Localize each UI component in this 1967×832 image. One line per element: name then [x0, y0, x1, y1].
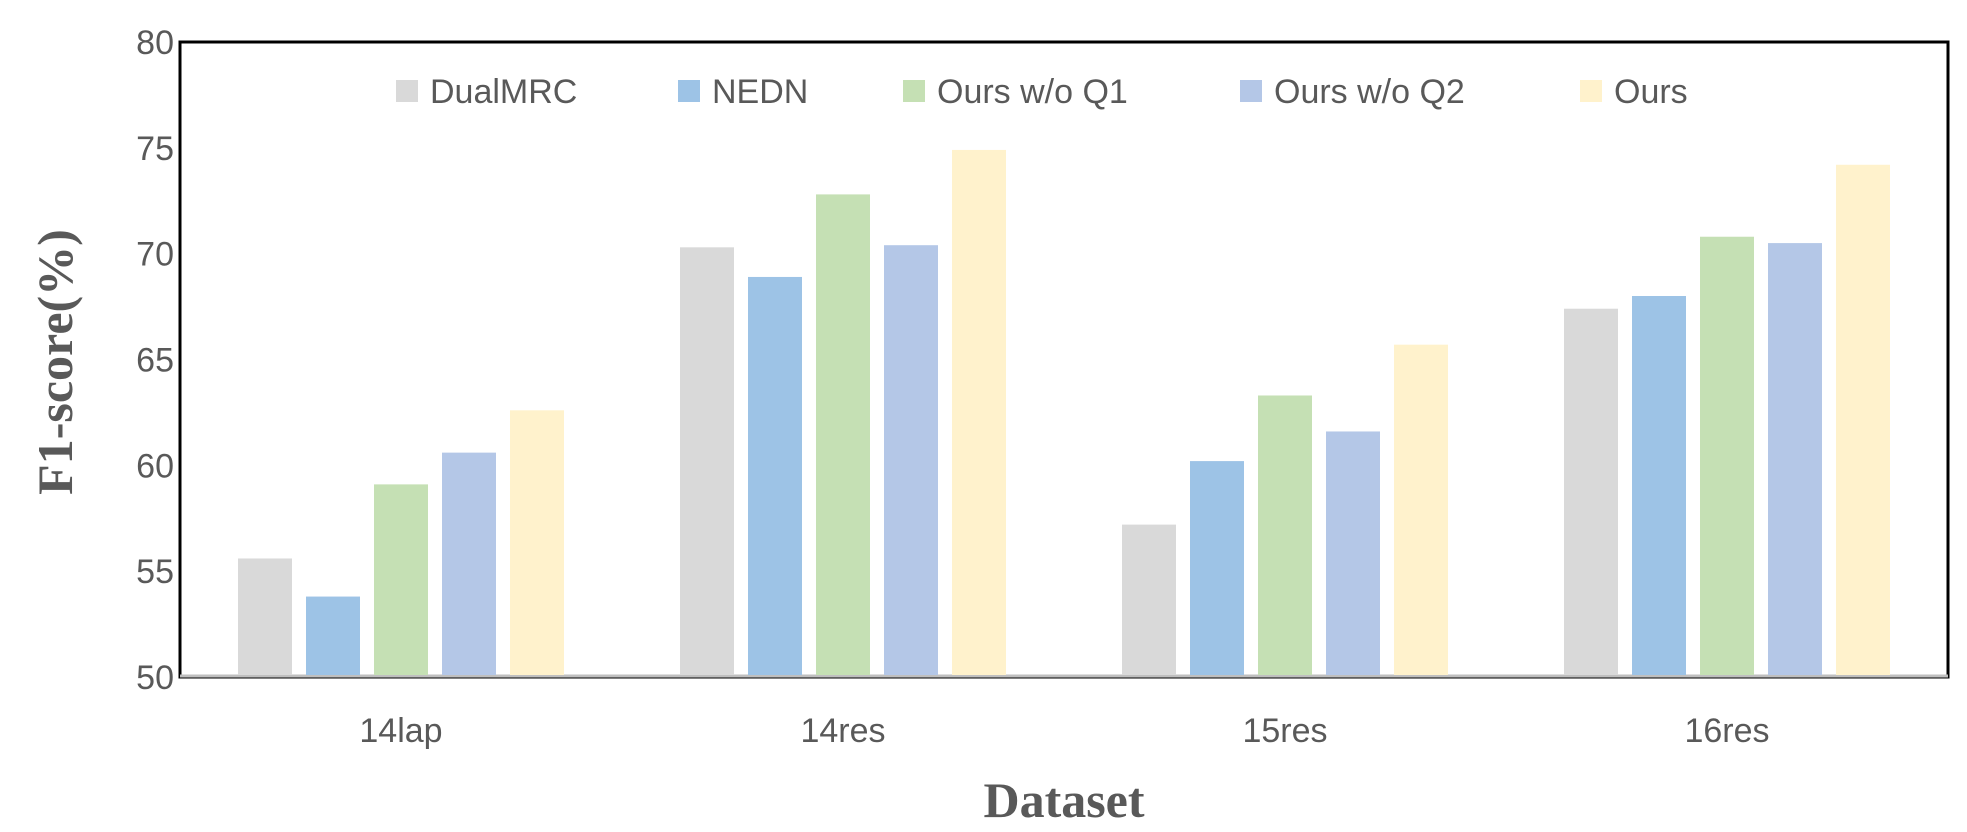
plot-area	[178, 40, 1950, 679]
bar	[952, 149, 1006, 675]
bars-layer	[238, 149, 1890, 676]
y-tick-label: 65	[136, 342, 174, 380]
bar	[1122, 524, 1176, 675]
legend-swatch	[1240, 80, 1262, 102]
bar	[374, 484, 428, 675]
y-axis-title: F1-score(%)	[27, 229, 83, 495]
x-tick-label: 14lap	[359, 712, 442, 750]
y-tick-label: 80	[136, 24, 174, 62]
x-tick-label: 14res	[800, 712, 885, 750]
bar	[1190, 461, 1244, 675]
y-tick-label: 55	[136, 553, 174, 591]
y-tick-label: 75	[136, 130, 174, 168]
legend-swatch	[396, 80, 418, 102]
bar	[748, 276, 802, 675]
bar	[238, 558, 292, 675]
bar	[1768, 243, 1822, 676]
legend-label: Ours w/o Q2	[1274, 73, 1465, 111]
bar	[1258, 395, 1312, 675]
bar	[1394, 344, 1448, 675]
bar	[306, 596, 360, 675]
x-tick-label: 16res	[1684, 712, 1769, 750]
legend-label: NEDN	[712, 73, 808, 111]
bar	[816, 194, 870, 675]
bar	[1700, 236, 1754, 675]
x-axis-ticks: 14lap 14res 15res 16res	[359, 712, 1769, 750]
x-tick-label: 15res	[1242, 712, 1327, 750]
bar	[680, 247, 734, 676]
bar	[510, 410, 564, 675]
bar	[1836, 164, 1890, 675]
y-tick-label: 70	[136, 236, 174, 274]
y-tick-label: 60	[136, 447, 174, 485]
bar	[1326, 431, 1380, 675]
legend-label: Ours w/o Q1	[937, 73, 1128, 111]
bar	[1564, 308, 1618, 675]
legend-label: Ours	[1614, 73, 1688, 111]
legend: DualMRC NEDN Ours w/o Q1 Ours w/o Q2 Ours	[396, 73, 1688, 111]
legend-label: DualMRC	[430, 73, 577, 111]
bar	[1632, 296, 1686, 675]
bar	[884, 245, 938, 675]
x-axis-title: Dataset	[983, 772, 1144, 828]
y-tick-label: 50	[136, 659, 174, 697]
legend-swatch	[1580, 80, 1602, 102]
legend-swatch	[678, 80, 700, 102]
y-axis-ticks: 50 55 60 65 70 75 80	[136, 24, 174, 697]
bar	[442, 452, 496, 675]
legend-swatch	[903, 80, 925, 102]
